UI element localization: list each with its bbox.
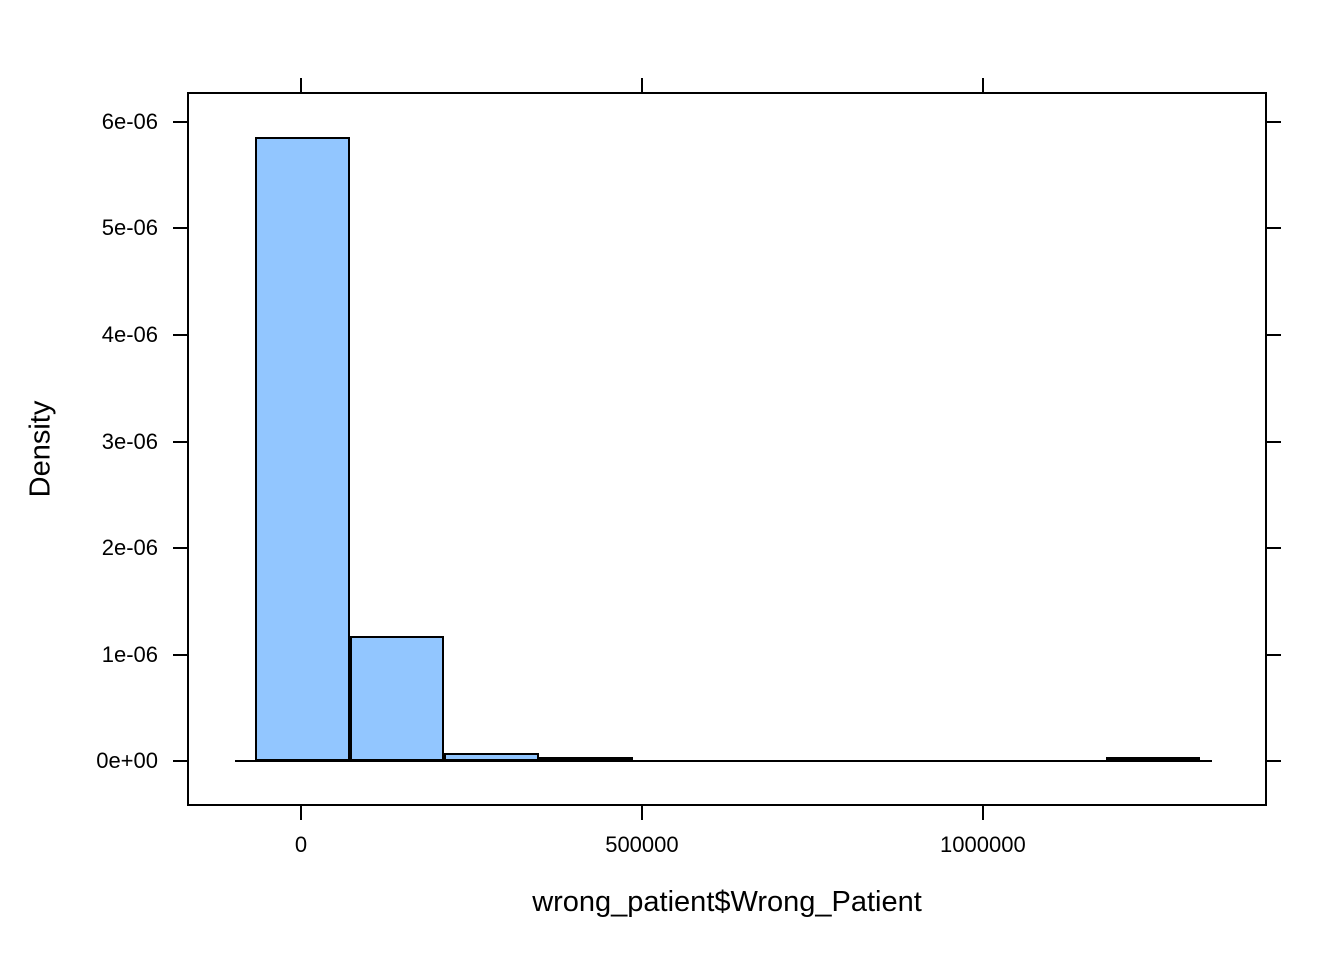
y-tick-label: 6e-06 [101, 108, 158, 134]
y-axis-tick [173, 440, 188, 443]
y-axis-right-tick [1266, 653, 1281, 656]
zero-baseline [234, 760, 1212, 763]
y-tick-label: 5e-06 [101, 215, 158, 241]
x-tick-label: 500000 [605, 832, 679, 857]
x-axis-tick [640, 805, 643, 820]
y-axis-right-tick [1266, 440, 1281, 443]
histogram-bar [444, 753, 539, 762]
x-axis-tick [981, 805, 984, 820]
y-axis-tick [173, 547, 188, 550]
histogram-bar [349, 635, 445, 762]
y-axis-tick [173, 120, 188, 123]
x-axis-tick [299, 805, 302, 820]
y-tick-label: 0e+00 [96, 748, 158, 774]
x-axis-title: wrong_patient$Wrong_Patient [532, 886, 922, 918]
y-axis-right-tick [1266, 760, 1281, 763]
histogram-bar [255, 136, 350, 762]
y-tick-label: 1e-06 [101, 641, 158, 667]
histogram-bar [1105, 756, 1201, 762]
y-axis-right-tick [1266, 227, 1281, 230]
x-tick-label: 0 [294, 832, 308, 857]
y-axis-right-tick [1266, 547, 1281, 550]
x-axis-top-tick [640, 78, 643, 93]
y-axis-right-tick [1266, 120, 1281, 123]
y-axis-tick [173, 760, 188, 763]
y-tick-label: 2e-06 [101, 535, 158, 561]
y-axis-tick [173, 653, 188, 656]
y-axis-title: Density [24, 400, 57, 498]
x-axis-top-tick [981, 78, 984, 93]
y-tick-label: 3e-06 [101, 428, 158, 454]
histogram-bar [538, 757, 634, 762]
y-axis-tick [173, 227, 188, 230]
x-axis-top-tick [299, 78, 302, 93]
y-axis-tick [173, 333, 188, 336]
x-tick-label: 1000000 [940, 832, 1026, 857]
y-axis-right-tick [1266, 333, 1281, 336]
y-tick-label: 4e-06 [101, 321, 158, 347]
